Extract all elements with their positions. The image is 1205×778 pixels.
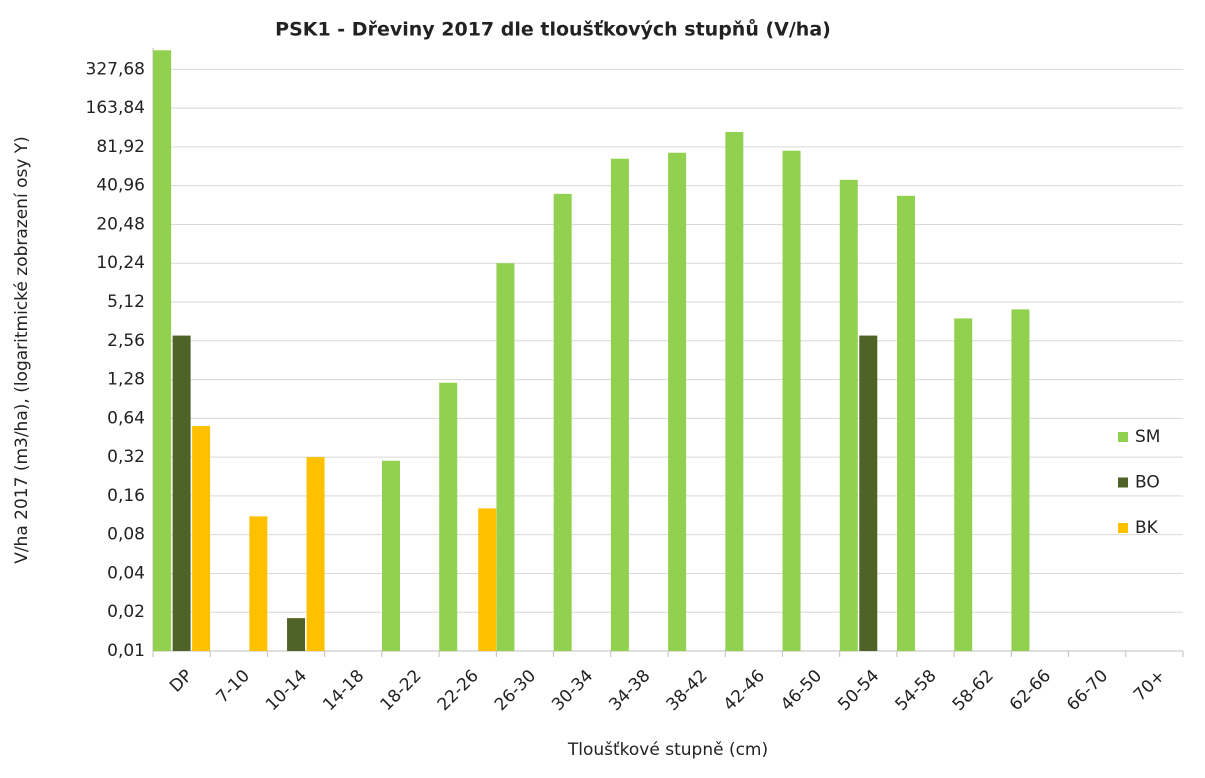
y-tick-label: 2,56 — [107, 331, 145, 351]
x-tick-label: 26-30 — [491, 666, 540, 715]
x-tick-label: 10-14 — [262, 666, 311, 715]
y-tick-label: 20,48 — [96, 214, 145, 234]
x-tick-label: 46-50 — [777, 666, 826, 715]
y-tick-label: 5,12 — [107, 292, 145, 312]
y-tick-label: 0,08 — [107, 525, 145, 545]
x-tick-label: 34-38 — [605, 666, 654, 715]
bar — [954, 318, 973, 651]
bar — [668, 152, 687, 651]
y-tick-label: 81,92 — [96, 137, 145, 157]
y-tick-label: 0,02 — [107, 602, 145, 622]
bar — [478, 508, 497, 651]
chart-title: PSK1 - Dřeviny 2017 dle tloušťkových stu… — [275, 18, 831, 41]
y-axis-label: V/ha 2017 (m3/ha), (logaritmické zobraze… — [12, 136, 32, 564]
x-tick-label: 54-58 — [891, 666, 940, 715]
bar — [306, 457, 325, 651]
y-tick-label: 10,24 — [96, 253, 145, 273]
bar — [496, 263, 515, 651]
bar — [172, 335, 191, 651]
bar — [382, 460, 400, 651]
bar — [192, 426, 211, 651]
bar — [1011, 309, 1030, 651]
legend-swatch — [1118, 523, 1128, 533]
bar — [249, 516, 268, 651]
bar — [725, 131, 744, 652]
x-tick-label: 62-66 — [1006, 666, 1055, 715]
x-tick-label: 42-46 — [720, 666, 769, 715]
x-tick-label: 70+ — [1130, 666, 1170, 706]
bar — [439, 382, 458, 651]
x-tick-label: 22-26 — [434, 666, 483, 715]
x-tick-label: DP — [166, 666, 197, 697]
y-tick-label: 40,96 — [96, 176, 145, 196]
x-tick-label: 66-70 — [1063, 666, 1112, 715]
x-tick-label: 50-54 — [834, 666, 883, 715]
legend-label: BO — [1135, 473, 1160, 493]
bar — [610, 158, 629, 652]
x-tick-label: 38-42 — [663, 666, 712, 715]
x-tick-label: 30-34 — [548, 666, 597, 715]
bar — [553, 193, 572, 651]
bar — [839, 179, 858, 652]
y-tick-label: 327,68 — [86, 59, 145, 79]
y-tick-label: 0,01 — [107, 641, 145, 661]
y-tick-label: 1,28 — [107, 370, 145, 390]
legend-swatch — [1118, 477, 1128, 488]
x-tick-label: 58-62 — [949, 666, 998, 715]
x-tick-label: 18-22 — [376, 666, 425, 715]
x-axis-label: Tloušťkové stupně (cm) — [567, 740, 768, 760]
bar — [782, 150, 801, 651]
x-tick-label: 7-10 — [212, 666, 253, 707]
bar — [287, 618, 306, 651]
legend-label: SM — [1135, 427, 1160, 447]
y-tick-label: 0,16 — [107, 486, 145, 506]
bar — [859, 335, 878, 651]
bar — [897, 195, 915, 651]
y-tick-label: 0,04 — [107, 563, 145, 583]
bar — [153, 50, 172, 652]
legend-swatch — [1118, 432, 1128, 442]
x-tick-label: 14-18 — [319, 666, 368, 715]
legend-label: BK — [1135, 518, 1159, 538]
y-tick-label: 0,32 — [107, 447, 145, 467]
y-tick-label: 0,64 — [107, 408, 145, 428]
y-tick-label: 163,84 — [86, 98, 145, 118]
